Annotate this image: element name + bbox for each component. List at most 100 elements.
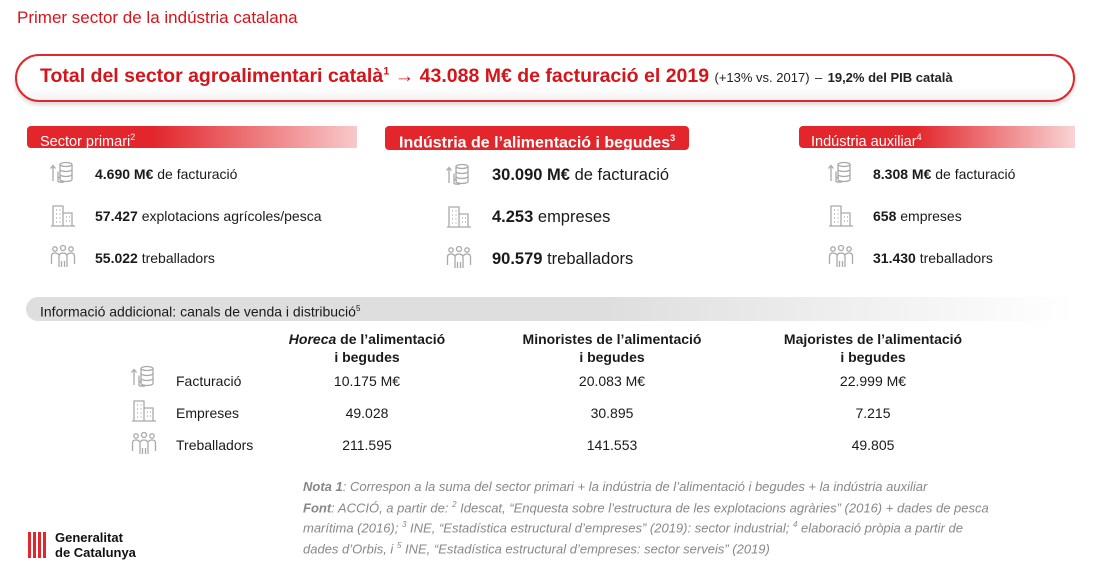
page-title: Primer sector de la indústria catalana: [17, 8, 298, 27]
buildings-icon: [131, 398, 157, 422]
auxiliar-empreses-value: 658: [873, 208, 897, 224]
nota-label: Nota 1: [303, 479, 343, 494]
font-text-g: INE, “Estadística estructural d’empreses…: [401, 541, 770, 557]
coins-arrow-icon: [446, 162, 472, 186]
summary-banner: [15, 54, 1075, 102]
table-cell: 30.895: [590, 405, 634, 421]
people-icon: [50, 244, 76, 268]
column-header-horeca-emph: Horeca: [288, 331, 337, 347]
note-sup-4: 4: [792, 520, 798, 530]
column-header-minoristes-line1: Minoristes de l’alimentació: [522, 331, 702, 347]
header-sector-primari-label: Sector primari: [40, 133, 131, 150]
buildings-icon: [446, 204, 472, 228]
generalitat-logo-icon: [27, 531, 47, 564]
table-cell: 49.805: [851, 437, 895, 453]
font-text-f: dades d’Orbis, i: [303, 541, 397, 557]
font-text-b: Idescat, “Enquesta sobre l’estructura de…: [456, 499, 989, 515]
generalitat-logo-text: Generalitat de Catalunya: [55, 530, 136, 560]
buildings-icon: [828, 203, 854, 227]
column-header-majoristes: Majoristes de l’alimentació i begudes: [743, 330, 1003, 366]
industria-facturacio-value: 30.090 M€: [492, 166, 570, 184]
table-cell: 20.083 M€: [578, 373, 646, 389]
summary-banner-text: Total del sector agroalimentari català1 …: [40, 65, 953, 88]
primari-explotacions: 57.427 explotacions agrícoles/pesca: [95, 208, 322, 224]
buildings-icon: [50, 203, 76, 227]
column-header-horeca-line2: i begudes: [334, 349, 400, 365]
industria-facturacio-label: de facturació: [574, 166, 670, 184]
auxiliar-facturacio-label: de facturació: [935, 166, 1016, 182]
header-auxiliar-label: Indústria auxiliar: [811, 133, 917, 150]
auxiliar-facturacio-value: 8.308 M€: [873, 166, 932, 182]
arrow-icon: →: [394, 65, 415, 87]
nota-text: : Correspon a la suma del sector primari…: [342, 479, 928, 494]
note-sup-5: 5: [396, 541, 402, 551]
industria-treballadors-label: treballadors: [547, 250, 634, 268]
primari-facturacio-value: 4.690 M€: [95, 166, 154, 182]
logo-line1: Generalitat: [55, 530, 123, 545]
primari-treballadors-value: 55.022: [95, 250, 138, 266]
column-header-majoristes-line1: Majoristes de l’alimentació: [783, 331, 963, 347]
industria-empreses: 4.253 empreses: [492, 208, 610, 227]
footnotes: Nota 1: Correspon a la suma del sector p…: [303, 478, 1083, 558]
table-cell: 7.215: [855, 405, 891, 421]
auxiliar-treballadors: 31.430 treballadors: [873, 250, 993, 266]
coins-arrow-icon: [50, 160, 76, 184]
note-sup-2: 2: [452, 499, 457, 509]
banner-value: 43.088 M€ de facturació el 2019: [419, 65, 710, 87]
auxiliar-facturacio: 8.308 M€ de facturació: [873, 166, 1015, 182]
banner-main: Total del sector agroalimentari català: [40, 65, 384, 87]
column-header-horeca: Horeca de l’alimentació i begudes: [237, 330, 497, 366]
banner-footnote: 1: [383, 65, 390, 78]
auxiliar-treballadors-value: 31.430: [873, 250, 916, 266]
primari-treballadors: 55.022 treballadors: [95, 250, 215, 266]
industria-empreses-label: empreses: [537, 208, 611, 226]
table-cell: 141.553: [586, 437, 638, 453]
auxiliar-treballadors-label: treballadors: [919, 250, 993, 266]
people-icon: [131, 431, 157, 455]
people-icon: [446, 245, 472, 269]
coins-arrow-icon: [828, 160, 854, 184]
banner-dash: –: [814, 70, 823, 85]
industria-empreses-value: 4.253: [492, 208, 534, 226]
industria-treballadors-value: 90.579: [492, 250, 543, 268]
row-label-empreses: Empreses: [176, 405, 240, 421]
auxiliar-empreses: 658 empreses: [873, 208, 962, 224]
banner-pib: 19,2% del PIB català: [827, 70, 953, 85]
table-cell: 49.028: [345, 405, 389, 421]
font-text-a: : ACCIÓ, a partir de:: [331, 499, 453, 515]
font-text-d: INE, “Estadística estructural d’empreses…: [406, 520, 793, 536]
header-sector-primari: Sector primari2: [27, 126, 357, 150]
column-header-majoristes-line2: i begudes: [840, 349, 906, 365]
table-cell: 10.175 M€: [333, 373, 401, 389]
banner-growth: (+13% vs. 2017): [714, 70, 810, 85]
footnote-4: 4: [916, 132, 922, 142]
row-label-treballadors: Treballadors: [176, 437, 254, 453]
logo-line2: de Catalunya: [55, 544, 136, 560]
header-industria-label: Indústria de l’alimentació i begudes: [399, 134, 671, 152]
font-text-c: marítima (2016);: [303, 520, 402, 536]
primari-explotacions-label: explotacions agrícoles/pesca: [141, 208, 322, 224]
footnote-5: 5: [355, 304, 361, 313]
primari-explotacions-value: 57.427: [95, 208, 138, 224]
info-additional-label: Informació addicional: canals de venda i…: [40, 303, 356, 320]
row-label-facturacio: Facturació: [176, 373, 242, 389]
header-industria-auxiliar: Indústria auxiliar4: [799, 126, 1075, 150]
font-label: Font: [303, 499, 332, 515]
font-text-e: elaboració pròpia a partir de: [797, 520, 963, 536]
info-additional-header: Informació addicional: canals de venda i…: [26, 297, 1076, 321]
column-header-minoristes: Minoristes de l’alimentació i begudes: [482, 330, 742, 366]
coins-arrow-icon: [131, 364, 157, 388]
table-cell: 22.999 M€: [839, 373, 907, 389]
primari-treballadors-label: treballadors: [141, 250, 215, 266]
table-cell: 211.595: [342, 437, 392, 453]
footnote-2: 2: [130, 132, 136, 142]
primari-facturacio-label: de facturació: [157, 166, 238, 182]
people-icon: [828, 244, 854, 268]
header-industria-alimentacio: Indústria de l’alimentació i begudes3: [385, 126, 690, 152]
column-header-horeca-line1: de l’alimentació: [336, 331, 446, 347]
primari-facturacio: 4.690 M€ de facturació: [95, 166, 237, 182]
industria-facturacio: 30.090 M€ de facturació: [492, 166, 669, 185]
column-header-minoristes-line2: i begudes: [579, 349, 645, 365]
footnote-3: 3: [670, 133, 676, 143]
note-sup-3: 3: [401, 520, 407, 530]
